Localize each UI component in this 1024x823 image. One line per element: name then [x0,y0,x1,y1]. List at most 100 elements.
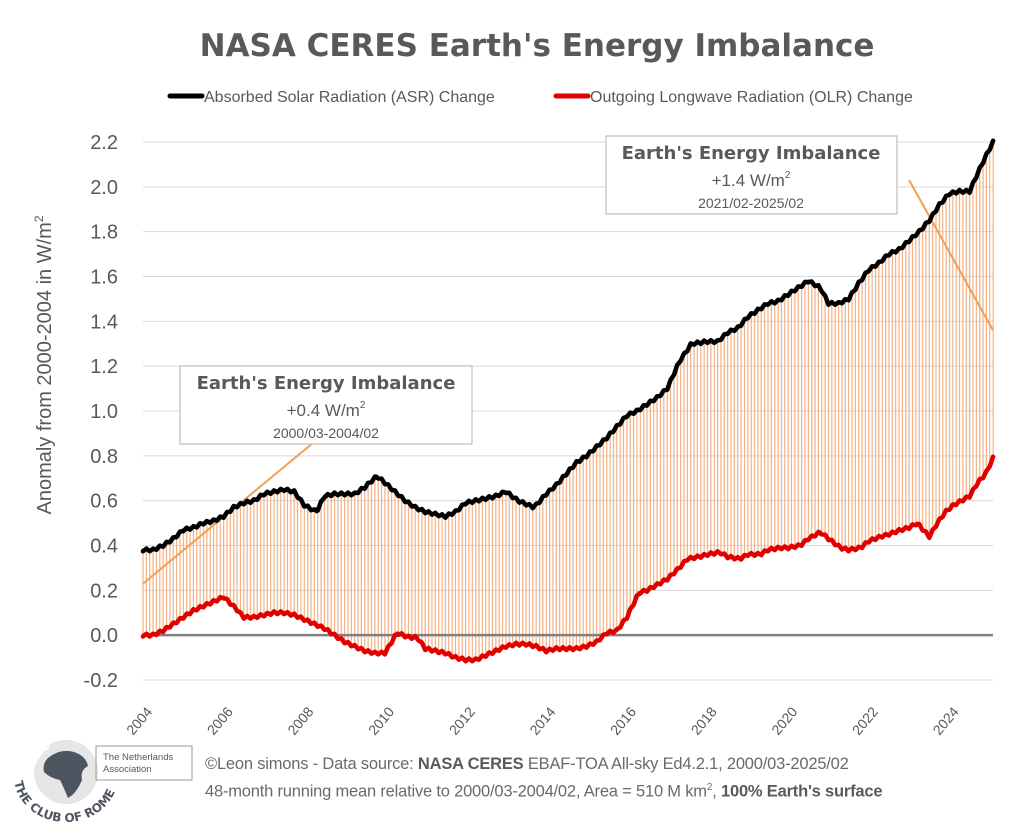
asr-point [443,514,447,518]
olr-point [645,588,649,592]
olr-point [524,642,528,646]
olr-point [685,557,689,561]
asr-point [302,503,306,507]
olr-point [798,544,802,547]
asr-point [927,218,931,222]
association-line1: The Netherlands [103,752,173,763]
asr-point [897,248,901,252]
y-tick-label: 1.4 [90,311,118,333]
asr-point [454,510,457,514]
asr-point [766,301,770,305]
olr-point [191,609,195,613]
olr-point [363,649,367,653]
olr-point [706,552,710,556]
olr-point [960,499,964,503]
olr-point [343,640,347,644]
footer-line-1: ©Leon simons - Data source: NASA CERES E… [205,752,882,776]
footer-surface: 100% Earth's surface [721,782,883,801]
footer-method: 48-month running mean relative to 2000/0… [205,782,707,801]
asr-point [716,340,720,344]
annotation-recent-period: 2021/02-2025/02 [698,195,804,211]
olr-point [544,649,548,653]
x-tick-label: 2016 [607,704,639,738]
asr-point [383,481,387,485]
olr-point [826,537,830,541]
y-tick-label: 0.0 [90,625,118,647]
asr-point [171,537,175,541]
olr-point [915,521,919,525]
asr-point [353,492,357,496]
x-tick-label: 2024 [929,704,961,738]
olr-point [657,582,661,586]
olr-point [637,591,641,595]
globe-highlight [33,745,51,767]
footer-sep: , [712,782,721,801]
asr-point [322,494,326,498]
asr-point [655,396,659,400]
annotation-recent-title: Earth's Energy Imbalance [622,143,881,164]
olr-point [373,651,377,655]
footer-source-bold: NASA CERES [417,755,524,773]
olr-point [766,548,770,552]
annotation-box-recent: Earth's Energy Imbalance +1.4 W/m2 2021/… [605,135,898,215]
olr-point [847,548,851,552]
asr-point [564,472,568,476]
asr-point [516,499,520,503]
olr-point [564,647,568,651]
olr-point [615,629,619,633]
asr-point [262,492,266,496]
asr-point [554,483,558,487]
asr-point [433,512,437,516]
asr-point [343,492,347,496]
olr-point [333,633,337,637]
asr-point [161,544,165,547]
olr-point [968,494,972,498]
asr-point [242,501,246,505]
asr-point [958,189,962,193]
olr-point [867,539,871,543]
y-tick-label: 0.8 [90,446,118,468]
olr-point [806,537,810,541]
asr-point [201,521,205,525]
club-of-rome-logo: The Netherlands Association THE CLUB OF … [11,740,193,822]
asr-point [867,268,871,272]
y-tick-label: 1.2 [90,356,118,378]
asr-point [645,402,649,406]
asr-point [907,239,911,243]
olr-point [395,631,399,635]
olr-point [454,656,457,660]
asr-point [796,286,800,290]
footer-line-2: 48-month running mean relative to 2000/0… [205,776,883,804]
olr-point [242,615,246,619]
asr-point [292,490,296,494]
asr-point [847,297,851,301]
olr-point [585,644,589,648]
olr-point [383,651,387,655]
olr-point [353,644,357,648]
olr-point [907,526,911,530]
annotation-recent-value: +1.4 W/m2 [712,170,791,190]
olr-point [951,503,955,507]
footer-credits: ©Leon simons - Data source: NASA CERES E… [205,752,883,804]
olr-point [984,472,988,476]
trend-line-1 [908,179,994,331]
olr-point [738,557,742,561]
olr-point [935,521,939,525]
asr-point [413,505,417,509]
x-tick-label: 2012 [446,704,478,738]
olr-point [423,647,427,651]
olr-point [494,649,498,653]
olr-point [234,606,238,610]
y-axis-title-superscript: 2 [32,215,46,222]
y-tick-label: 0.2 [90,580,118,602]
y-axis-ticks: 2.2 2.0 1.8 1.6 1.4 1.2 1.0 0.8 0.6 0.4 0.2 0.0 -0.2 [84,132,118,692]
asr-point [222,514,226,518]
olr-point [726,555,730,559]
olr-point [746,552,750,556]
olr-point [899,528,903,532]
y-tick-label: 0.4 [90,536,118,558]
olr-point [514,642,518,646]
association-line2: Association [103,764,152,775]
olr-point [697,555,701,559]
imbalance-fill [142,142,994,660]
